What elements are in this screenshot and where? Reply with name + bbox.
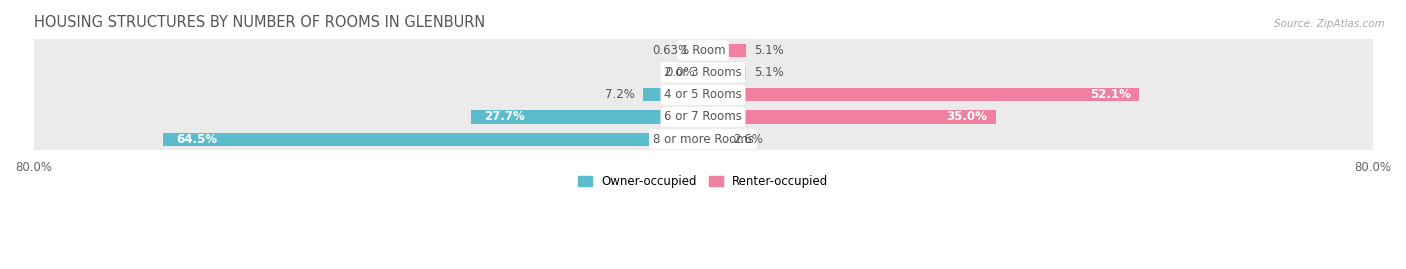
- Text: 2 or 3 Rooms: 2 or 3 Rooms: [664, 66, 742, 79]
- Text: 7.2%: 7.2%: [605, 88, 634, 101]
- Text: 52.1%: 52.1%: [1090, 88, 1130, 101]
- Text: 5.1%: 5.1%: [754, 66, 783, 79]
- Bar: [471, 110, 703, 124]
- Text: 2.6%: 2.6%: [733, 133, 763, 146]
- Text: 35.0%: 35.0%: [946, 111, 987, 123]
- Bar: [34, 84, 1372, 106]
- Bar: [34, 106, 1372, 128]
- Text: 27.7%: 27.7%: [484, 111, 524, 123]
- Bar: [703, 66, 745, 79]
- Text: 6 or 7 Rooms: 6 or 7 Rooms: [664, 111, 742, 123]
- Text: 1 Room: 1 Room: [681, 44, 725, 57]
- Bar: [643, 88, 703, 101]
- Bar: [703, 88, 1139, 101]
- Bar: [697, 44, 703, 57]
- Bar: [703, 110, 995, 124]
- Bar: [34, 61, 1372, 84]
- Text: 4 or 5 Rooms: 4 or 5 Rooms: [664, 88, 742, 101]
- Text: HOUSING STRUCTURES BY NUMBER OF ROOMS IN GLENBURN: HOUSING STRUCTURES BY NUMBER OF ROOMS IN…: [34, 15, 485, 30]
- Bar: [703, 133, 724, 146]
- Text: 8 or more Rooms: 8 or more Rooms: [652, 133, 754, 146]
- Text: Source: ZipAtlas.com: Source: ZipAtlas.com: [1274, 19, 1385, 29]
- Text: 0.63%: 0.63%: [652, 44, 689, 57]
- Text: 5.1%: 5.1%: [754, 44, 783, 57]
- Text: 64.5%: 64.5%: [176, 133, 217, 146]
- Text: 0.0%: 0.0%: [665, 66, 695, 79]
- Bar: [163, 133, 703, 146]
- Legend: Owner-occupied, Renter-occupied: Owner-occupied, Renter-occupied: [572, 171, 834, 193]
- Bar: [703, 44, 745, 57]
- Bar: [34, 39, 1372, 61]
- Bar: [34, 128, 1372, 150]
